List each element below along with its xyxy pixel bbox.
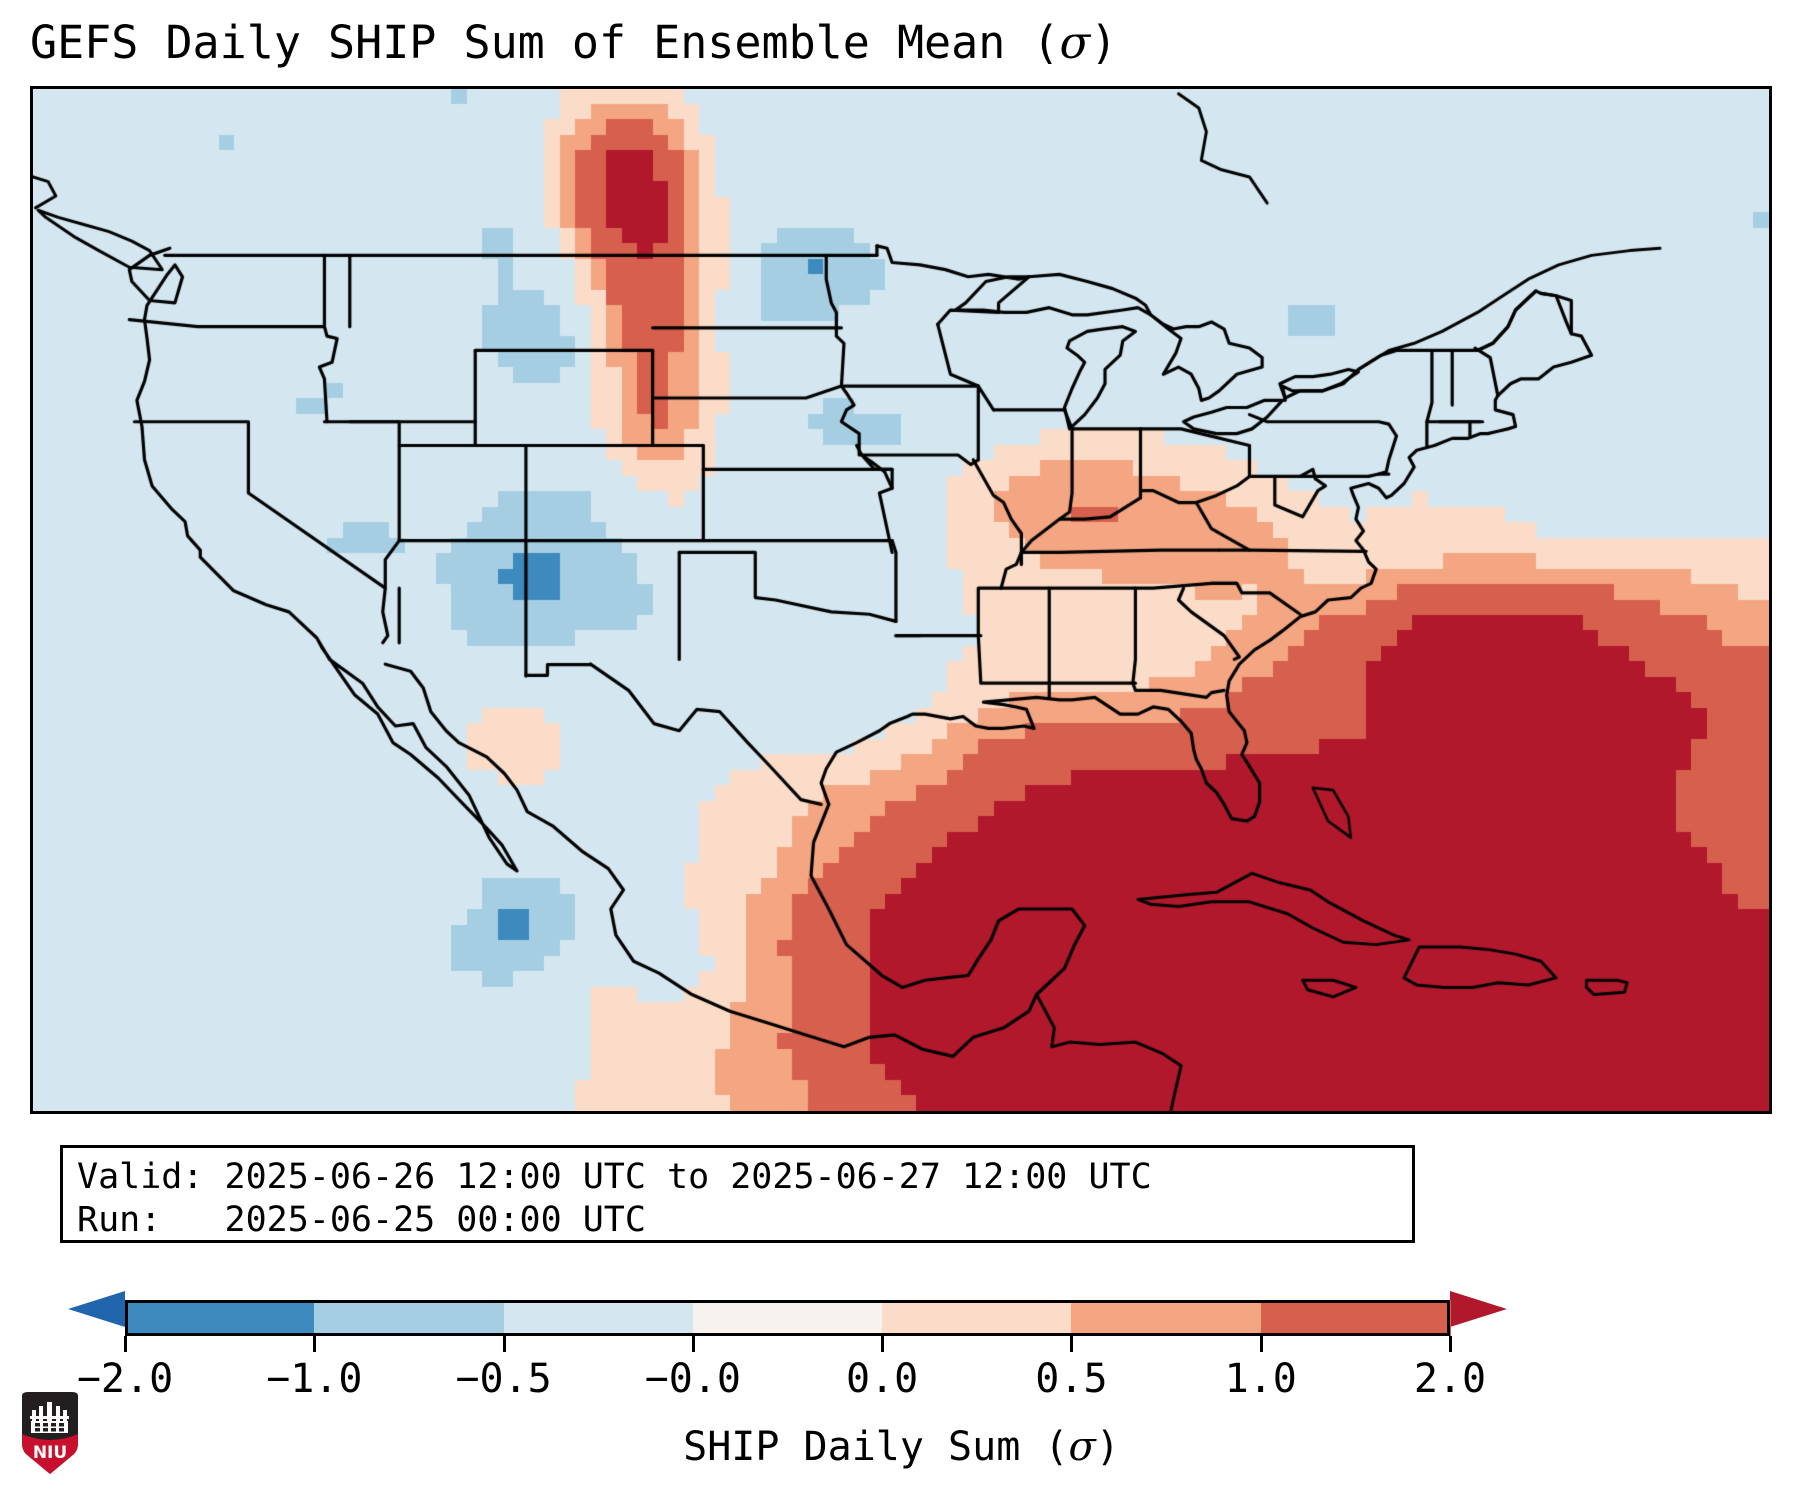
title-text-end: ) bbox=[1090, 16, 1118, 69]
colorbar-tick-label-7: 2.0 bbox=[1413, 1356, 1487, 1402]
colorbar-band-2 bbox=[503, 1300, 694, 1336]
colorbar-segments bbox=[125, 1300, 1451, 1336]
colorbar-tick-mark-5 bbox=[1070, 1336, 1074, 1352]
colorbar-tick-mark-1 bbox=[313, 1336, 317, 1352]
colorbar-label-paren: ) bbox=[1095, 1424, 1120, 1470]
forecast-info-box: Valid: 2025-06-26 12:00 UTC to 2025-06-2… bbox=[60, 1145, 1415, 1243]
colorbar-band-5 bbox=[1071, 1300, 1262, 1336]
colorbar-axis-label: SHIP Daily Sum (σ) bbox=[0, 1421, 1803, 1473]
colorbar-extend-high-arrow bbox=[1450, 1291, 1507, 1327]
colorbar-tick-label-1: −1.0 bbox=[266, 1356, 363, 1402]
colorbar-band-4 bbox=[882, 1300, 1073, 1336]
colorbar-extend-low-arrow bbox=[68, 1291, 125, 1327]
colorbar-tick-mark-7 bbox=[1449, 1336, 1452, 1352]
colorbar-tick-label-2: −0.5 bbox=[455, 1356, 552, 1402]
colorbar-label-text: SHIP Daily Sum ( bbox=[683, 1424, 1069, 1470]
colorbar-tick-mark-4 bbox=[881, 1336, 885, 1352]
colorbar-tick-label-6: 1.0 bbox=[1224, 1356, 1297, 1402]
colorbar-band-0 bbox=[125, 1300, 315, 1336]
colorbar-tick-label-3: −0.0 bbox=[644, 1356, 742, 1402]
colorbar-tick-label-0: −2.0 bbox=[76, 1356, 174, 1402]
title-text: GEFS Daily SHIP Sum of Ensemble Mean ( bbox=[30, 16, 1060, 69]
sigma-glyph: σ bbox=[1059, 16, 1091, 69]
colorbar-tick-label-5: 0.5 bbox=[1035, 1356, 1108, 1402]
map-plot-area bbox=[30, 86, 1772, 1114]
map-borders-overlay bbox=[33, 89, 1769, 1111]
valid-time-line: Valid: 2025-06-26 12:00 UTC to 2025-06-2… bbox=[77, 1157, 1152, 1197]
colorbar-tick-mark-3 bbox=[691, 1336, 695, 1352]
colorbar-tick-mark-2 bbox=[502, 1336, 506, 1352]
colorbar-tick-mark-0 bbox=[124, 1336, 127, 1352]
colorbar-tick-label-4: 0.0 bbox=[846, 1356, 919, 1402]
colorbar-band-1 bbox=[314, 1300, 505, 1336]
colorbar: −2.0 −1.0 −0.5 −0.0 0.0 0.5 1.0 2.0 SHIP Daily … bbox=[0, 1291, 1803, 1506]
colorbar-band-6 bbox=[1260, 1300, 1451, 1336]
niu-wordmark: NIU bbox=[33, 1443, 67, 1463]
run-time-line: Run: 2025-06-25 00:00 UTC bbox=[77, 1200, 646, 1240]
niu-logo: NIU bbox=[20, 1390, 80, 1474]
colorbar-band-3 bbox=[692, 1300, 883, 1336]
page-title: GEFS Daily SHIP Sum of Ensemble Mean (σ) bbox=[30, 14, 1117, 72]
colorbar-tick-mark-6 bbox=[1259, 1336, 1263, 1352]
sigma-glyph-axis: σ bbox=[1068, 1424, 1096, 1470]
